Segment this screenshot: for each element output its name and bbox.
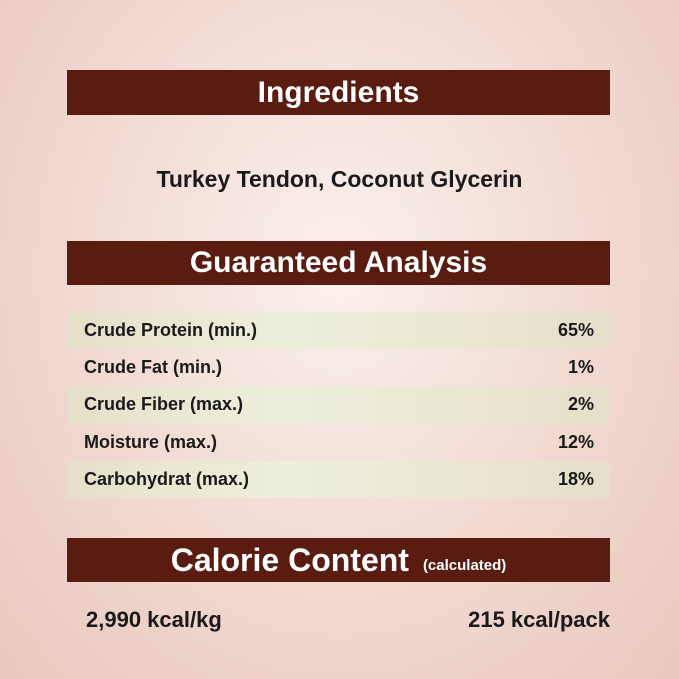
kcal-per-kg: 2,990 kcal/kg: [86, 607, 222, 632]
analysis-header: Guaranteed Analysis: [67, 241, 610, 285]
row-value: 65%: [557, 320, 594, 341]
row-label: Carbohydrat (max.): [84, 468, 250, 489]
ingredients-title: Ingredients: [257, 75, 420, 109]
analysis-table: Crude Protein (min.) 65% Crude Fat (min.)…: [67, 312, 610, 498]
table-row: Crude Protein (min.) 65%: [67, 312, 610, 350]
row-label: Moisture (max.): [84, 431, 218, 452]
table-row: Carbohydrat (max.) 18%: [67, 460, 610, 498]
row-value: 2%: [567, 394, 594, 415]
calorie-header: Calorie Content (calculated): [67, 538, 610, 582]
row-label: Crude Fat (min.): [84, 357, 222, 378]
analysis-title: Guaranteed Analysis: [189, 246, 488, 279]
calorie-title: Calorie Content: [170, 541, 409, 578]
row-value: 18%: [557, 468, 594, 489]
ingredients-text: Turkey Tendon, Coconut Glycerin: [156, 166, 523, 192]
row-value: 1%: [567, 357, 594, 378]
row-label: Crude Fiber (max.): [84, 394, 244, 415]
table-row: Crude Fat (min.) 1%: [67, 349, 610, 386]
table-row: Crude Fiber (max.) 2%: [67, 386, 610, 424]
ingredients-header: Ingredients: [67, 70, 610, 115]
calorie-note: (calculated): [422, 556, 507, 574]
kcal-per-pack: 215 kcal/pack: [468, 607, 610, 632]
row-label: Crude Protein (min.): [84, 320, 258, 341]
table-row: Moisture (max.) 12%: [67, 424, 610, 461]
row-value: 12%: [557, 431, 594, 452]
